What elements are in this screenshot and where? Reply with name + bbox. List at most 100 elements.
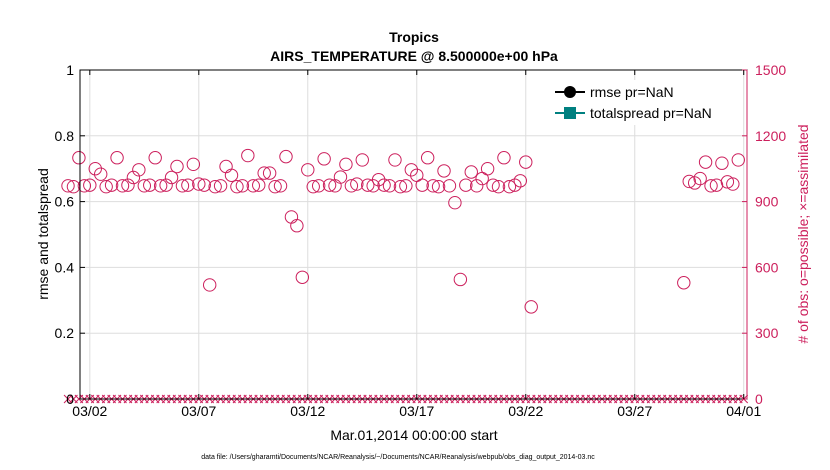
possible-obs-point	[519, 155, 533, 169]
possible-obs-point	[110, 151, 124, 165]
possible-obs-point	[524, 300, 538, 314]
possible-obs-point	[164, 170, 179, 185]
legend-box	[553, 80, 738, 125]
possible-obs-point	[230, 179, 244, 194]
possible-obs-point	[715, 156, 729, 170]
possible-obs-point	[295, 270, 310, 284]
data-file-footnote: data file: /Users/gharamti/Documents/NCA…	[201, 454, 595, 461]
possible-obs-point	[235, 179, 250, 193]
possible-obs-point	[143, 178, 157, 192]
possible-obs-point	[246, 179, 260, 193]
left-tick-label: 0.2	[55, 325, 75, 341]
chart-title: Tropics	[389, 29, 439, 45]
possible-obs-point	[404, 163, 419, 177]
possible-obs-point	[306, 179, 320, 194]
possible-obs-point	[698, 155, 713, 169]
possible-obs-point	[459, 178, 473, 192]
possible-obs-point	[361, 178, 375, 192]
grid-lines	[80, 70, 747, 399]
possible-obs-point	[437, 164, 451, 178]
left-tick-label: 0.8	[55, 128, 75, 144]
possible-obs-point	[322, 178, 337, 192]
left-axis-ticks: 0 0.2 0.4 0.6 0.8 1	[55, 62, 85, 407]
possible-obs-point	[83, 178, 97, 192]
possible-obs-point	[77, 179, 92, 193]
possible-obs-point	[121, 178, 135, 192]
right-tick-label: 900	[755, 194, 779, 210]
possible-obs-point	[426, 179, 440, 193]
x-tick-label: 03/07	[181, 403, 216, 419]
possible-obs-point	[192, 177, 206, 191]
left-tick-label: 0	[66, 391, 74, 407]
right-tick-label: 1500	[755, 62, 786, 78]
x-tick-label: 03/27	[617, 403, 652, 419]
right-axis-label: # of obs: o=possible; ×=assimilated	[795, 124, 811, 343]
possible-obs-point	[442, 179, 457, 193]
possible-obs-point	[257, 166, 271, 180]
possible-obs-point	[104, 178, 119, 192]
possible-obs-point	[464, 165, 478, 179]
possible-obs-point	[273, 179, 288, 193]
legend-rmse-label: rmse pr=NaN	[590, 84, 674, 100]
left-tick-label: 0.6	[55, 194, 75, 210]
possible-obs-point	[268, 179, 282, 194]
possible-obs-points	[61, 148, 745, 314]
possible-obs-point	[126, 170, 141, 185]
possible-obs-point	[132, 163, 146, 177]
possible-obs-point	[148, 151, 162, 165]
possible-obs-point	[393, 179, 408, 194]
possible-obs-point	[197, 178, 211, 192]
possible-obs-point	[279, 149, 293, 164]
possible-obs-point	[290, 219, 304, 233]
possible-obs-point	[333, 170, 348, 184]
possible-obs-point	[677, 276, 691, 290]
possible-obs-point	[301, 163, 315, 177]
legend-totalspread-label: totalspread pr=NaN	[590, 105, 712, 121]
possible-obs-point	[224, 168, 239, 182]
possible-obs-point	[720, 175, 735, 189]
legend-rmse-marker	[564, 86, 576, 98]
possible-obs-point	[377, 178, 391, 192]
left-axis-label: rmse and totalspread	[35, 168, 51, 300]
possible-obs-point	[202, 278, 217, 292]
possible-obs-point	[72, 151, 86, 165]
x-tick-label: 03/02	[72, 403, 107, 419]
possible-obs-point	[186, 157, 201, 172]
possible-obs-point	[88, 162, 102, 176]
possible-obs-point	[153, 179, 168, 193]
possible-obs-point	[99, 179, 113, 194]
possible-obs-point	[115, 179, 130, 193]
possible-obs-point	[448, 195, 462, 210]
possible-obs-point	[388, 153, 402, 167]
possible-obs-point	[726, 177, 740, 191]
possible-obs-point	[682, 174, 696, 189]
legend-totalspread-marker	[564, 107, 576, 119]
possible-obs-point	[208, 179, 222, 194]
possible-obs-point	[181, 178, 195, 192]
legend: rmse pr=NaN totalspread pr=NaN	[553, 80, 738, 125]
possible-obs-point	[311, 179, 326, 193]
possible-obs-point	[350, 177, 364, 191]
possible-obs-point	[704, 179, 718, 193]
right-tick-label: 300	[755, 325, 779, 341]
possible-obs-point	[213, 179, 228, 193]
possible-obs-point	[159, 178, 173, 192]
x-axis-label: Mar.01,2014 00:00:00 start	[330, 427, 497, 443]
possible-obs-point	[470, 179, 484, 193]
right-tick-label: 1200	[755, 128, 786, 144]
possible-obs-point	[486, 178, 500, 192]
x-axis-ticks: 03/02 03/07 03/12 03/17 03/22 03/27 04/01	[72, 70, 761, 419]
possible-obs-point	[502, 179, 517, 194]
x-tick-label: 03/17	[399, 403, 434, 419]
possible-obs-point	[371, 172, 386, 187]
possible-obs-point	[175, 179, 190, 193]
possible-obs-point	[480, 162, 495, 176]
possible-obs-point	[94, 167, 108, 181]
possible-obs-point	[137, 179, 152, 193]
possible-obs-point	[241, 148, 255, 163]
possible-obs-point	[317, 152, 331, 166]
right-axis-ticks: 0 300 600 900 1200 1500	[742, 62, 786, 407]
chart-subtitle: AIRS_TEMPERATURE @ 8.500000e+00 hPa	[270, 48, 558, 64]
